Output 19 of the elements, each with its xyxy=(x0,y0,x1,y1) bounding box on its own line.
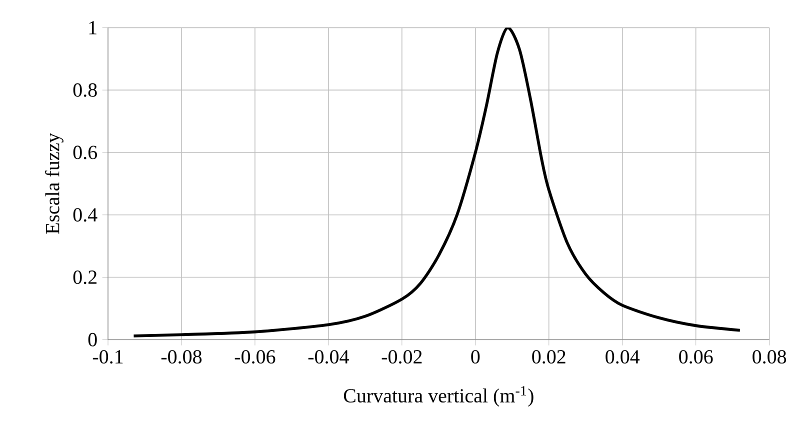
x-tick-label: 0.04 xyxy=(606,350,640,364)
x-tick-label: -0.04 xyxy=(308,350,349,364)
x-tick-label: -0.02 xyxy=(382,350,422,364)
y-tick-label: 1 xyxy=(89,21,96,34)
x-tick-label: -0.08 xyxy=(161,350,202,364)
line-series xyxy=(132,28,742,338)
x-tick-label: 0.08 xyxy=(752,350,786,364)
x-axis-title: Curvatura vertical (m$^{-1}$) xyxy=(344,386,534,407)
y-tick-label: 0.2 xyxy=(73,270,96,284)
y-tick-label: 0.6 xyxy=(73,146,98,160)
x-tick-label: 0 xyxy=(471,350,480,364)
y-tick-label: 0 xyxy=(88,332,97,346)
x-tick-label: 0.02 xyxy=(532,350,566,364)
x-tick-label: 0.06 xyxy=(679,350,713,364)
x-tick-label: -0.1 xyxy=(92,350,123,364)
x-tick-label: -0.06 xyxy=(234,350,276,364)
y-axis-title: Escala fuzzy xyxy=(45,132,64,234)
y-tick-label: 0.8 xyxy=(73,83,97,97)
y-tick-label: 0.4 xyxy=(73,208,98,222)
